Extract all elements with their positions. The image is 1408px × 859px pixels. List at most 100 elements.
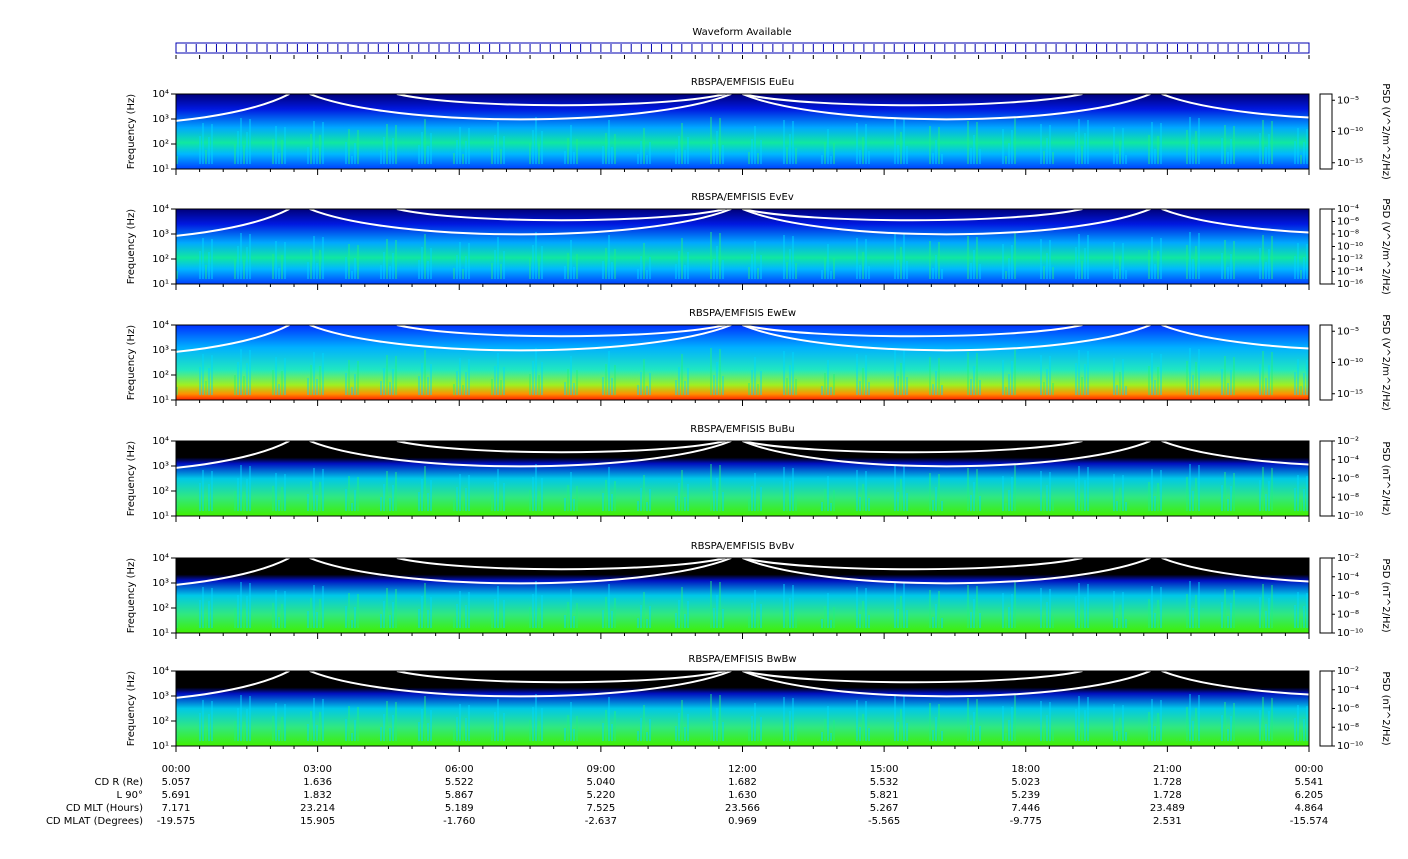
spectrogram-texture [275,473,277,511]
spectrogram-texture [938,591,940,628]
spectrogram-texture [1189,117,1191,164]
spectrogram-texture [503,136,505,164]
spectrogram-texture [386,355,388,395]
spectrogram-texture [754,126,756,164]
spectrogram-texture [1014,232,1016,279]
spectrogram-texture [307,147,309,164]
spectrogram-texture [1192,491,1194,511]
spectrogram-texture [649,142,651,164]
spectrogram-texture [795,379,797,395]
gyro-curve [742,94,1083,107]
spectrogram-texture [348,593,350,628]
spectrogram-texture [468,592,470,628]
spectrogram-texture [453,500,455,511]
spectrogram-texture [307,494,309,511]
spectrogram-texture [392,253,394,279]
spectrogram-texture [1198,349,1200,395]
spectrogram-texture [535,232,537,279]
spectrogram-texture [494,366,496,395]
spectrogram-texture [1040,124,1042,164]
spectrogram-texture [789,598,791,628]
spectrogram-texture [897,722,899,741]
spectrogram-texture [783,120,785,164]
spectrogram-texture [1233,473,1235,511]
spectrogram-texture [503,600,505,628]
spectrogram-texture [383,368,385,395]
gyro-curve [1161,671,1309,696]
spectrogram-texture [789,365,791,395]
spectrogram-texture [1265,147,1267,164]
spectrogram-texture [421,247,423,279]
spectrogram-texture [1049,589,1051,628]
spectrogram-texture [900,479,902,511]
spectrogram-texture [748,616,750,628]
spectrogram-image [176,671,1309,746]
spectrogram-texture [973,599,975,628]
gyro-curve [742,441,1083,454]
spectrogram-texture [468,243,470,279]
spectrogram-texture [1008,720,1010,741]
spectrogram-texture [754,357,756,395]
spectrogram-texture [1040,588,1042,628]
spectrogram-texture [687,252,689,279]
spectrogram-texture [1157,251,1159,279]
ephemeris-value: 1.636 [303,777,332,788]
spectrogram-texture [1227,616,1229,628]
spectrogram-texture [716,595,718,628]
spectrogram-texture [602,723,604,741]
spectrogram-texture [1005,503,1007,511]
spectrogram-texture [894,465,896,511]
spectrogram-texture [564,266,566,279]
spectrogram-texture [710,694,712,741]
spectrogram-texture [1297,243,1299,279]
y-axis-label: Frequency (Hz) [126,671,137,747]
spectrogram-texture [1084,480,1086,511]
ephemeris-value: -5.565 [868,816,900,827]
spectrogram-texture [278,500,280,511]
spectrogram-texture [976,237,978,279]
spectrogram-texture [973,135,975,164]
y-tick-label: 10² [152,716,169,727]
spectrogram-texture [237,595,239,628]
spectrogram-texture [237,246,239,279]
spectrogram-texture [967,352,969,395]
spectrogram-texture [824,142,826,164]
spectrogram-texture [1148,135,1150,164]
spectrogram-texture [757,617,759,628]
spectrogram-texture [748,383,750,395]
colorbar [1319,440,1333,517]
spectrogram-texture [1005,733,1007,741]
spectrogram-texture [205,265,207,279]
spectrogram-texture [608,697,610,741]
spectrogram-texture [462,501,464,511]
spectrogram-texture [281,140,283,164]
ephemeris-value: 5.040 [587,777,616,788]
spectrogram-texture [710,117,712,164]
ephemeris-value: 7.525 [587,803,616,814]
spectrogram-texture [529,490,531,511]
spectrogram-texture [1157,600,1159,628]
spectrogram-texture [316,725,318,741]
spectrogram-texture [380,381,382,395]
spectrogram-texture [827,706,829,741]
ephemeris-value: -9.775 [1010,816,1042,827]
spectrogram-texture [272,486,274,511]
spectrogram-texture [275,241,277,279]
spectrogram-texture [1230,370,1232,395]
gyro-curve [309,558,732,585]
panel-title: RBSPA/EMFISIS BwBw [688,654,796,665]
spectrogram-texture [1300,155,1302,164]
spectrogram-texture [1221,602,1223,628]
spectrogram-texture [929,590,931,628]
spectrogram-texture [494,135,496,164]
spectrogram-texture [313,468,315,511]
spectrogram-texture [611,378,613,395]
spectrogram-texture [497,699,499,741]
spectrogram-texture [427,610,429,628]
spectrogram-texture [1113,127,1115,164]
spectrogram-texture [751,486,753,511]
spectrogram-texture [1046,715,1048,741]
spectrogram-texture [1113,474,1115,511]
spectrogram-texture [392,485,394,511]
spectrogram-texture [833,607,835,628]
